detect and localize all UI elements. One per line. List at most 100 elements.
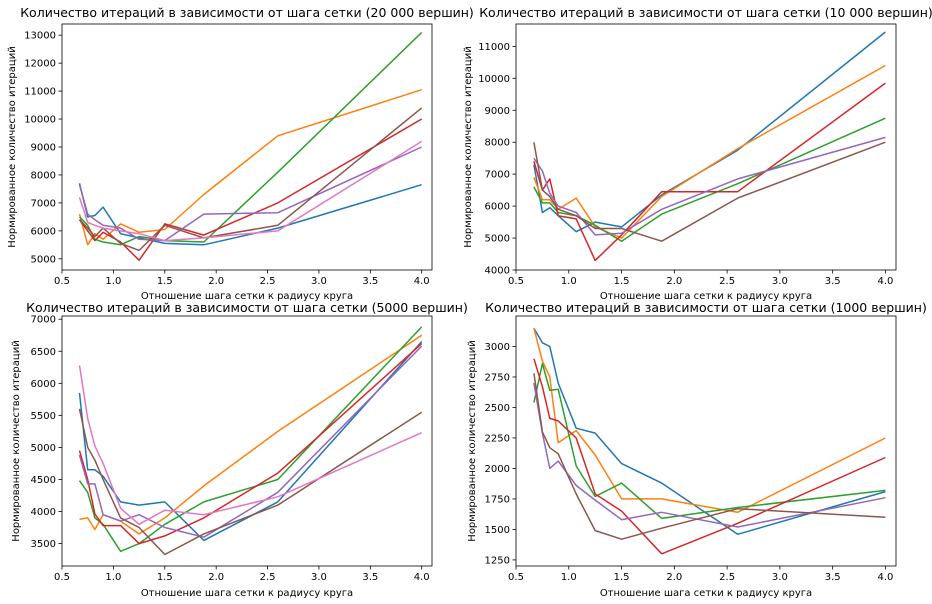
x-axis-title: Отношение шага сетки к радиусу круга — [141, 588, 353, 599]
x-tick-label: 2.0 — [208, 276, 224, 287]
series-line-5 — [533, 136, 886, 236]
y-tick-label: 10000 — [24, 115, 56, 126]
y-tick-label: 3000 — [485, 342, 510, 353]
x-tick-label: 3.5 — [825, 276, 841, 287]
series-line-3 — [533, 117, 886, 242]
series-line-2 — [533, 64, 886, 239]
y-tick-label: 10000 — [478, 74, 510, 85]
x-axis-title: Отношение шага сетки к радиусу круга — [600, 588, 812, 599]
x-tick-label: 1.5 — [157, 276, 173, 287]
x-axis-ticks: 0.5 1.0 1.5 2.0 2.5 3.0 3.5 4.0 — [54, 566, 430, 583]
y-tick-label: 6000 — [485, 202, 510, 213]
x-axis-ticks: 0.5 1.0 1.5 2.0 2.5 3.0 3.5 4.0 — [508, 270, 893, 287]
y-axis-title: Нормированное количество итераций — [11, 340, 22, 541]
x-axis-title: Отношение шага сетки к радиусу круга — [141, 291, 353, 302]
y-axis-title: Нормированное количество итераций — [463, 46, 474, 247]
x-tick-label: 1.0 — [561, 572, 577, 583]
x-tick-label: 1.0 — [561, 276, 577, 287]
y-tick-label: 6000 — [31, 226, 56, 237]
x-tick-label: 3.5 — [362, 572, 378, 583]
series-line-6 — [533, 141, 886, 242]
y-tick-label: 4000 — [31, 507, 56, 518]
series-line-5 — [533, 382, 886, 528]
series-line-5 — [78, 345, 423, 538]
x-tick-label: 3.0 — [772, 572, 788, 583]
y-tick-label: 5000 — [485, 234, 510, 245]
series-line-1 — [533, 327, 886, 536]
y-tick-label: 7000 — [31, 315, 56, 326]
x-tick-label: 4.0 — [414, 572, 430, 583]
y-tick-label: 5500 — [31, 411, 56, 422]
y-tick-label: 12000 — [24, 59, 56, 70]
y-tick-label: 8000 — [485, 138, 510, 149]
y-tick-label: 3500 — [31, 539, 56, 550]
x-tick-label: 0.5 — [508, 276, 524, 287]
y-tick-label: 8000 — [31, 170, 56, 181]
y-axis-ticks: 5000 6000 7000 8000 9000 10000 11000 12000 13000 — [24, 31, 62, 265]
x-tick-label: 3.5 — [362, 276, 378, 287]
series-line-1 — [533, 31, 886, 233]
y-tick-label: 7000 — [31, 198, 56, 209]
chart-panel-10000: Количество итераций в зависимости от шаг… — [463, 5, 932, 302]
series-line-1 — [78, 341, 423, 542]
series-line-6 — [533, 373, 886, 540]
x-tick-label: 2.5 — [260, 572, 276, 583]
series-line-4 — [78, 343, 423, 545]
x-axis-ticks: 0.5 1.0 1.5 2.0 2.5 3.0 3.5 4.0 — [54, 270, 430, 287]
plot-area — [533, 31, 886, 262]
x-tick-label: 2.5 — [260, 276, 276, 287]
x-axis-title: Отношение шага сетки к радиусу круга — [600, 291, 812, 302]
x-tick-label: 3.0 — [772, 276, 788, 287]
x-tick-label: 1.0 — [105, 572, 121, 583]
y-tick-label: 2250 — [485, 433, 510, 444]
chart-panel-20000: Количество итераций в зависимости от шаг… — [7, 5, 474, 302]
y-tick-label: 2000 — [485, 464, 510, 475]
plot-area — [533, 327, 886, 555]
y-tick-label: 6000 — [31, 379, 56, 390]
x-tick-label: 0.5 — [508, 572, 524, 583]
series-line-6 — [78, 107, 423, 252]
y-tick-label: 7000 — [485, 170, 510, 181]
x-tick-label: 2.0 — [208, 572, 224, 583]
y-tick-label: 1500 — [485, 525, 510, 536]
x-tick-label: 1.5 — [614, 276, 630, 287]
axes-frame — [515, 23, 897, 271]
y-tick-label: 5000 — [31, 443, 56, 454]
x-tick-label: 4.0 — [877, 276, 893, 287]
y-tick-label: 1250 — [485, 555, 510, 566]
y-axis-title: Нормированное количество итераций — [467, 340, 478, 541]
y-tick-label: 5000 — [31, 254, 56, 265]
y-axis-ticks: 3500 4000 4500 5000 5500 6000 6500 7000 — [31, 315, 62, 550]
x-tick-label: 2.0 — [666, 276, 682, 287]
x-tick-label: 1.0 — [105, 276, 121, 287]
chart-panel-5000: Количество итераций в зависимости от шаг… — [11, 300, 468, 599]
y-axis-title: Нормированное количество итераций — [7, 46, 18, 247]
y-tick-label: 2750 — [485, 372, 510, 383]
x-tick-label: 1.5 — [157, 572, 173, 583]
axes-frame — [61, 315, 433, 567]
series-line-2 — [533, 328, 886, 514]
series-line-5 — [78, 146, 423, 242]
y-tick-label: 9000 — [31, 143, 56, 154]
x-tick-label: 3.0 — [311, 572, 327, 583]
series-line-3 — [533, 362, 886, 520]
series-line-7 — [78, 140, 423, 242]
plot-area — [78, 31, 423, 261]
y-tick-label: 6500 — [31, 347, 56, 358]
x-tick-label: 2.0 — [666, 572, 682, 583]
y-axis-ticks: 1250 1500 1750 2000 2250 2500 2750 3000 — [485, 342, 516, 566]
chart-title: Количество итераций в зависимости от шаг… — [26, 300, 468, 315]
chart-title: Количество итераций в зависимости от шаг… — [485, 300, 927, 315]
x-tick-label: 0.5 — [54, 276, 70, 287]
y-tick-label: 4000 — [485, 266, 510, 277]
series-line-4 — [533, 82, 886, 262]
chart-title: Количество итераций в зависимости от шаг… — [20, 5, 474, 20]
series-line-2 — [78, 88, 422, 246]
y-tick-label: 9000 — [485, 106, 510, 117]
plot-area — [78, 326, 423, 556]
chart-title: Количество итераций в зависимости от шаг… — [479, 5, 932, 20]
x-tick-label: 2.5 — [719, 276, 735, 287]
x-tick-label: 3.5 — [825, 572, 841, 583]
x-tick-label: 3.0 — [311, 276, 327, 287]
series-line-4 — [78, 118, 423, 261]
